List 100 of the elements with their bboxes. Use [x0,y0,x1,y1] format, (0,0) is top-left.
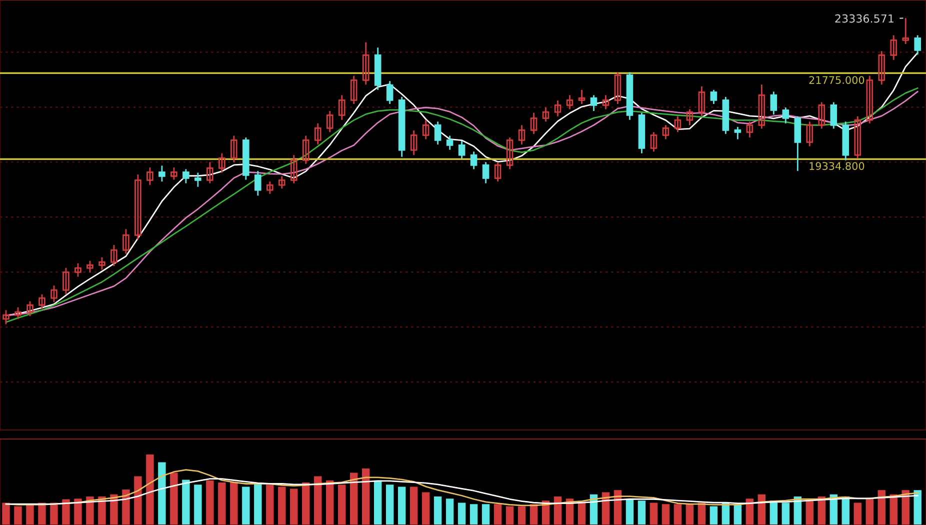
bar [26,504,34,525]
candlestick [554,100,562,118]
bar [230,482,238,525]
candlestick [26,300,34,317]
bar [686,504,694,525]
candlestick [518,124,526,146]
candlestick [590,94,598,112]
bar [878,490,886,525]
bar [50,502,58,525]
bar [254,482,262,525]
candlestick [650,131,658,152]
bar [434,496,442,525]
bar [314,476,322,525]
bar [422,492,430,525]
candlestick [38,294,46,310]
candlestick [758,84,766,130]
bar [650,502,658,525]
candlestick [530,112,538,135]
candlestick [578,89,586,105]
bar [446,498,454,525]
bar [290,488,298,525]
candlestick [662,124,670,140]
candlestick [698,86,706,118]
bar [110,494,118,525]
candlestick [614,72,622,105]
candlestick [98,256,106,270]
bar [506,506,514,525]
candlestick [410,130,418,156]
bar [74,498,82,525]
bar [470,504,478,525]
candlestick [830,102,838,130]
bar [458,502,466,525]
candlestick [122,228,130,254]
candlestick [914,34,921,56]
candlestick [218,152,226,174]
candlestick [326,110,334,133]
bar [2,502,10,525]
candlestick [890,34,898,61]
bar [638,500,646,525]
bar [158,462,166,525]
candlestick [302,135,310,165]
candlestick [230,135,238,163]
bar [302,482,310,525]
candlestick [866,75,874,124]
ref-line-label: 19334.800 [810,162,864,170]
annotation: 23336.571 [835,14,894,23]
candlestick [50,284,58,303]
bar [866,498,874,525]
candlestick [350,75,358,105]
candlestick [290,154,298,184]
bar [122,489,130,525]
bar [710,506,718,525]
bar [266,484,274,525]
candlestick [818,102,826,130]
bar [206,480,214,525]
bar [362,468,370,525]
candlestick [146,166,154,186]
bar [626,499,634,525]
candlestick [14,306,22,320]
candlestick [278,176,286,190]
candlestick [494,161,502,182]
candlestick [770,90,778,116]
ref-line-label: 21775.000 [809,76,864,84]
bar [218,482,226,525]
bar [482,504,490,525]
bar [734,504,742,525]
candlestick [254,170,262,196]
candlestick [170,166,178,180]
bar [374,480,382,525]
bar [326,480,334,525]
bar [914,490,922,525]
candlestick [386,80,394,105]
bar [674,504,682,525]
bar [338,484,346,525]
candlestick [686,108,694,126]
bar [146,454,154,525]
bar [194,484,202,525]
bar [14,506,22,525]
candlestick [158,164,166,182]
candlestick [506,136,514,170]
bar [782,502,790,525]
candlestick [878,50,886,86]
candlestick [710,89,718,105]
bar [62,499,70,525]
bar [662,504,670,525]
bar [182,480,190,525]
bar [170,472,178,525]
candlestick [602,94,610,110]
bar [578,502,586,525]
candlestick [806,120,814,147]
bar [242,486,250,525]
bar [518,506,526,525]
bar [746,498,754,525]
candlestick [470,150,478,170]
candlestick [446,135,454,150]
candlestick [110,244,118,267]
candlestick [482,161,490,184]
candlestick [542,106,550,122]
candlestick [62,267,70,295]
bar [350,472,358,525]
